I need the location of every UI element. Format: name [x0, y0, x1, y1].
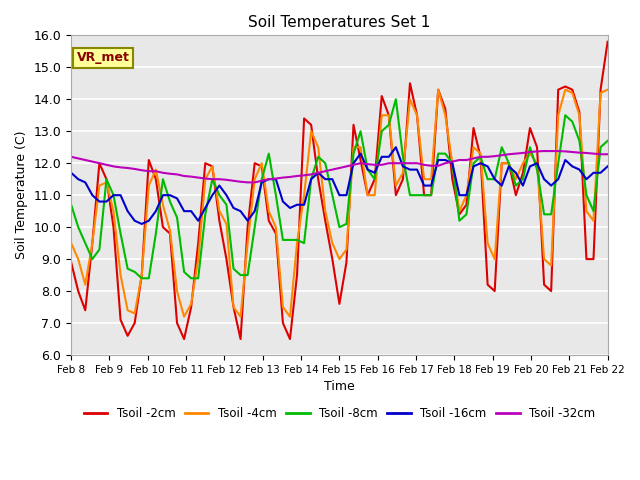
Tsoil -8cm: [251, 224, 259, 230]
Tsoil -8cm: [392, 96, 400, 102]
Tsoil -2cm: [293, 272, 301, 278]
Tsoil -8cm: [293, 237, 301, 243]
Title: Soil Temperatures Set 1: Soil Temperatures Set 1: [248, 15, 431, 30]
Line: Tsoil -16cm: Tsoil -16cm: [71, 147, 607, 224]
Tsoil -4cm: [67, 240, 75, 246]
Tsoil -8cm: [307, 176, 315, 182]
Tsoil -8cm: [604, 138, 611, 144]
Tsoil -8cm: [180, 269, 188, 275]
Tsoil -2cm: [180, 336, 188, 342]
Tsoil -4cm: [604, 87, 611, 93]
Tsoil -32cm: [173, 171, 181, 177]
Tsoil -2cm: [67, 259, 75, 265]
Tsoil -2cm: [307, 122, 315, 128]
Tsoil -8cm: [67, 202, 75, 208]
Line: Tsoil -4cm: Tsoil -4cm: [71, 90, 607, 317]
X-axis label: Time: Time: [324, 380, 355, 393]
Tsoil -32cm: [244, 180, 252, 185]
Tsoil -2cm: [251, 160, 259, 166]
Tsoil -8cm: [258, 176, 266, 182]
Tsoil -2cm: [173, 320, 181, 326]
Tsoil -32cm: [251, 180, 259, 185]
Tsoil -16cm: [67, 170, 75, 176]
Tsoil -8cm: [138, 276, 145, 281]
Tsoil -4cm: [258, 160, 266, 166]
Tsoil -8cm: [371, 176, 378, 182]
Tsoil -32cm: [293, 173, 301, 179]
Tsoil -2cm: [604, 39, 611, 45]
Tsoil -16cm: [293, 202, 301, 208]
Tsoil -4cm: [173, 288, 181, 294]
Tsoil -32cm: [67, 154, 75, 160]
Legend: Tsoil -2cm, Tsoil -4cm, Tsoil -8cm, Tsoil -16cm, Tsoil -32cm: Tsoil -2cm, Tsoil -4cm, Tsoil -8cm, Tsoi…: [79, 402, 600, 425]
Tsoil -2cm: [371, 176, 378, 182]
Text: VR_met: VR_met: [77, 51, 129, 64]
Tsoil -16cm: [392, 144, 400, 150]
Tsoil -4cm: [251, 176, 259, 182]
Line: Tsoil -2cm: Tsoil -2cm: [71, 42, 607, 339]
Line: Tsoil -32cm: Tsoil -32cm: [71, 151, 607, 182]
Tsoil -4cm: [435, 87, 442, 93]
Y-axis label: Soil Temperature (C): Soil Temperature (C): [15, 131, 28, 259]
Tsoil -32cm: [604, 151, 611, 157]
Tsoil -32cm: [258, 178, 266, 184]
Tsoil -4cm: [293, 240, 301, 246]
Tsoil -16cm: [138, 221, 145, 227]
Tsoil -16cm: [307, 176, 315, 182]
Tsoil -16cm: [180, 208, 188, 214]
Tsoil -32cm: [307, 171, 315, 177]
Tsoil -16cm: [604, 164, 611, 169]
Tsoil -16cm: [371, 170, 378, 176]
Tsoil -2cm: [258, 164, 266, 169]
Tsoil -4cm: [180, 314, 188, 320]
Tsoil -16cm: [251, 208, 259, 214]
Tsoil -4cm: [307, 128, 315, 134]
Line: Tsoil -8cm: Tsoil -8cm: [71, 99, 607, 278]
Tsoil -32cm: [540, 148, 548, 154]
Tsoil -4cm: [371, 192, 378, 198]
Tsoil -16cm: [258, 180, 266, 185]
Tsoil -32cm: [371, 162, 378, 168]
